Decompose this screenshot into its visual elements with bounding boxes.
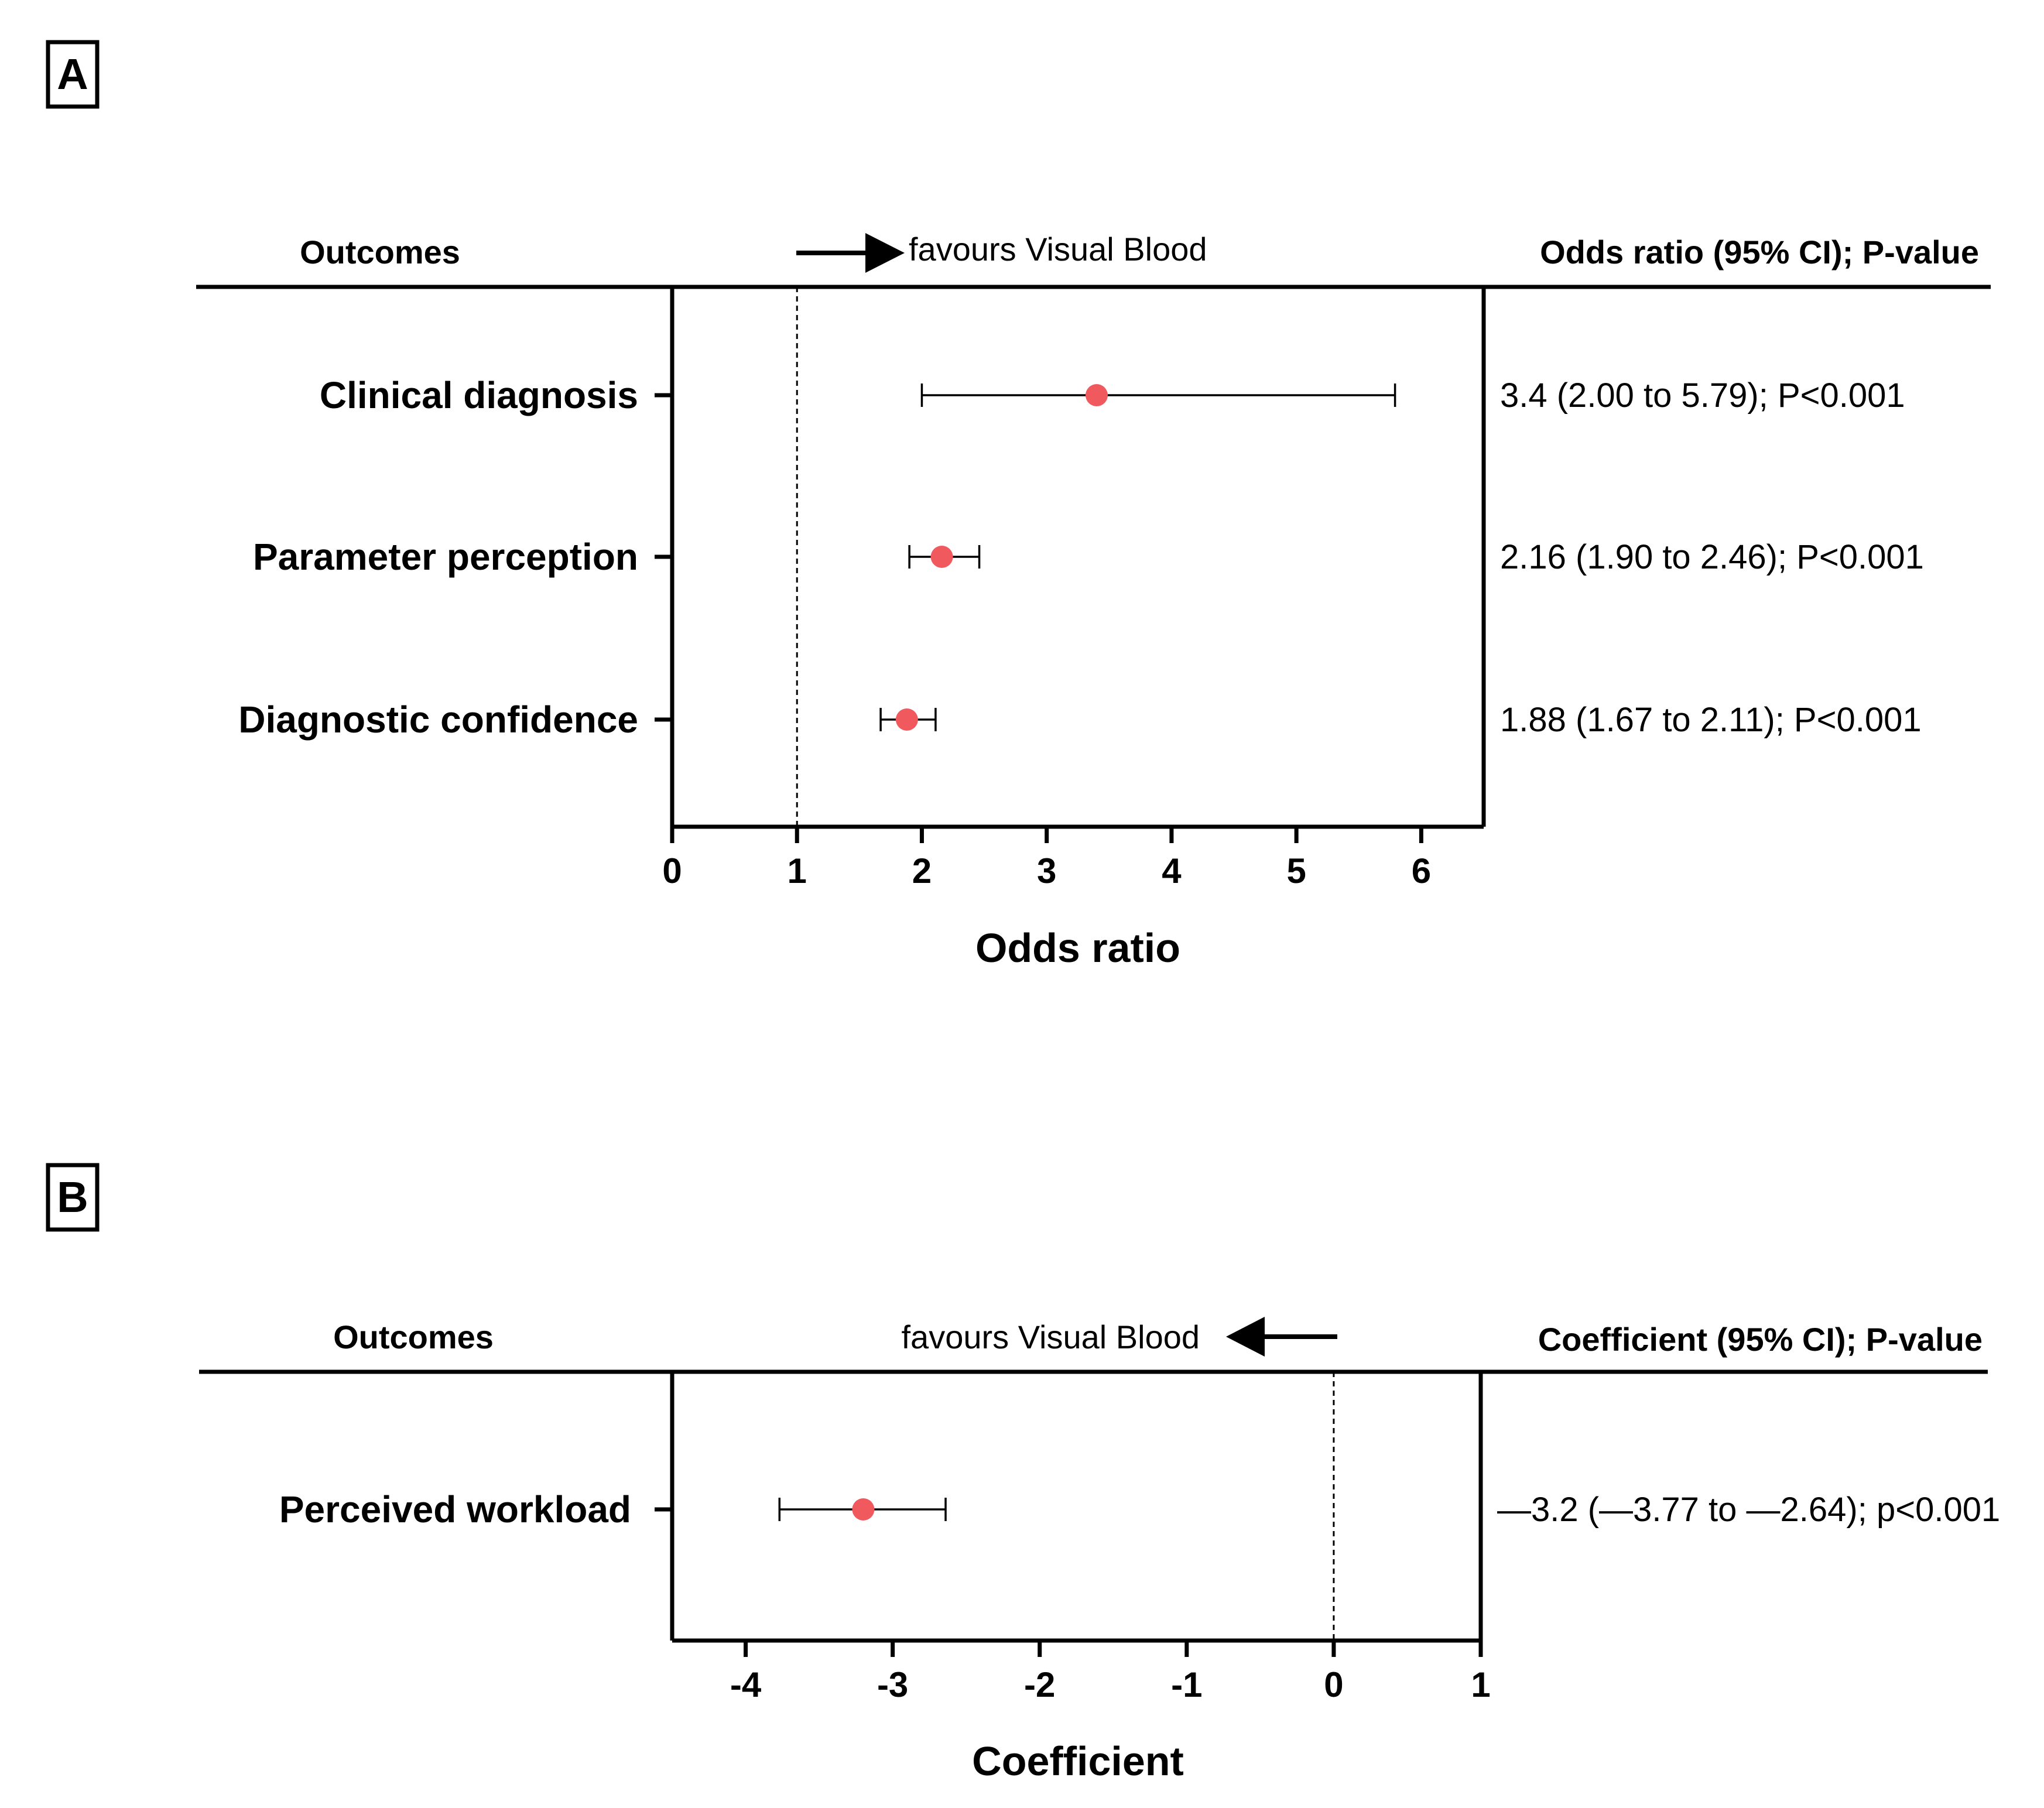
- panel-a-point-estimate: [930, 546, 953, 568]
- panel-b-x-tick-label: 0: [1324, 1665, 1343, 1704]
- panel-a-header-effect: Odds ratio (95% CI); P-value: [1540, 234, 1979, 270]
- panel-a-label-box: [46, 40, 100, 109]
- panel-a-x-tick-label: 0: [662, 851, 682, 891]
- panel-a-header-outcomes: Outcomes: [300, 234, 460, 270]
- panel-b-rows: Perceived workload —3.2 (—3.77 to —2.64);…: [279, 1488, 2000, 1530]
- panel-a-rows: Clinical diagnosis 3.4 (2.00 to 5.79); P<…: [238, 374, 1924, 741]
- panel-b-favours-label: favours Visual Blood: [902, 1319, 1200, 1355]
- panel-b-x-tick-label: -4: [730, 1665, 762, 1704]
- panel-a-row: Parameter perception 2.16 (1.90 to 2.46);…: [253, 536, 1924, 578]
- panel-b-header-outcomes: Outcomes: [333, 1319, 494, 1355]
- panel-b-x-tick-label: -2: [1024, 1665, 1055, 1704]
- panel-b-row-value: —3.2 (—3.77 to —2.64); p<0.001: [1497, 1491, 2000, 1529]
- panel-a-row-label: Diagnostic confidence: [238, 698, 638, 741]
- panel-a-x-tick-label: 6: [1412, 851, 1431, 891]
- panel-b-favours-arrow: [1226, 1317, 1337, 1357]
- panel-a-row: Clinical diagnosis 3.4 (2.00 to 5.79); P<…: [320, 374, 1905, 416]
- panel-a-x-tick-label: 1: [788, 851, 807, 891]
- panel-a-row-label: Clinical diagnosis: [320, 374, 638, 416]
- panel-a-row-label: Parameter perception: [253, 536, 638, 578]
- panel-b-header-effect: Coefficient (95% CI); P-value: [1538, 1321, 1983, 1358]
- panel-b-x-tick-label: -1: [1171, 1665, 1202, 1704]
- panel-a-row-value: 1.88 (1.67 to 2.11); P<0.001: [1500, 701, 1922, 739]
- panel-a-row-value: 3.4 (2.00 to 5.79); P<0.001: [1500, 376, 1905, 415]
- panel-b-label: B: [57, 1173, 88, 1221]
- panel-a-x-tick-label: 4: [1162, 851, 1182, 891]
- panel-a-x-ticks: 0 1 2 3 4 5 6: [662, 827, 1431, 891]
- panel-b-x-tick-label: 1: [1471, 1665, 1490, 1704]
- panel-a-label: A: [57, 50, 88, 98]
- panel-b-row: Perceived workload —3.2 (—3.77 to —2.64);…: [279, 1488, 2000, 1530]
- panel-b-point-estimate: [852, 1498, 875, 1521]
- panel-b-label-box: [46, 1163, 100, 1232]
- panel-a-x-axis-title: Odds ratio: [975, 925, 1180, 971]
- panel-b-x-tick-label: -3: [877, 1665, 908, 1704]
- panel-a-x-tick-label: 5: [1286, 851, 1306, 891]
- panel-a-point-estimate: [1085, 384, 1108, 406]
- panel-b-x-axis-title: Coefficient: [972, 1738, 1184, 1784]
- panel-b: B Outcomes Coefficient (95% CI); P-value…: [46, 1163, 2000, 1784]
- panel-a: A Outcomes Odds ratio (95% CI); P-value …: [46, 40, 1991, 971]
- panel-b-x-ticks: -4 -3 -2 -1 0 1: [730, 1641, 1491, 1704]
- panel-a-row: Diagnostic confidence 1.88 (1.67 to 2.11)…: [238, 698, 1921, 741]
- panel-a-favours-arrow: [796, 233, 905, 273]
- panel-a-x-tick-label: 3: [1037, 851, 1056, 891]
- panel-a-favours-label: favours Visual Blood: [909, 231, 1207, 268]
- panel-a-x-tick-label: 2: [912, 851, 932, 891]
- panel-a-point-estimate: [895, 708, 918, 731]
- panel-a-row-value: 2.16 (1.90 to 2.46); P<0.001: [1500, 538, 1924, 576]
- panel-b-row-label: Perceived workload: [279, 1488, 631, 1530]
